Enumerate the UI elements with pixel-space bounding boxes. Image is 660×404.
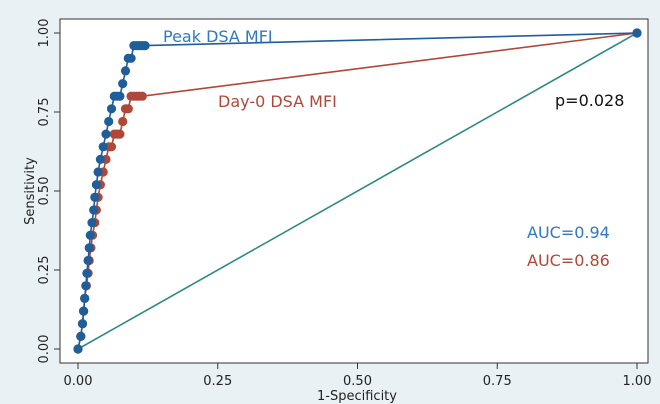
series-layer <box>73 28 642 354</box>
auc-peak-label: AUC=0.94 <box>527 223 610 242</box>
day0-series-label: Day-0 DSA MFI <box>218 92 337 111</box>
peak-point <box>115 91 125 101</box>
x-tick-label: 0.75 <box>483 374 512 389</box>
plot-area <box>59 18 649 364</box>
peak-point <box>73 344 83 354</box>
x-tick-label: 0.50 <box>343 374 372 389</box>
peak-point <box>140 41 150 51</box>
y-tick-label: 0.75 <box>37 98 52 127</box>
peak-point <box>632 28 642 38</box>
peak-point <box>101 129 111 139</box>
peak-point <box>80 293 90 303</box>
y-axis-ticks: 0.00 0.25 0.50 0.75 1.00 <box>37 19 60 364</box>
x-tick-label: 0.00 <box>64 374 93 389</box>
peak-point <box>79 306 89 316</box>
peak-point <box>95 154 105 164</box>
y-tick-label: 1.00 <box>37 19 52 48</box>
x-axis-title: 1-Specificity <box>317 389 397 404</box>
peak-point <box>83 255 93 266</box>
day0-point <box>106 142 117 152</box>
peak-point <box>85 230 95 240</box>
peak-point <box>91 180 101 190</box>
peak-point <box>87 218 97 228</box>
peak-point <box>82 268 92 278</box>
x-tick-label: 1.00 <box>623 374 652 389</box>
y-tick-label: 0.00 <box>37 335 52 364</box>
peak-point <box>118 79 128 89</box>
peak-point <box>81 281 91 291</box>
peak-point <box>93 167 103 177</box>
auc-day0-label: AUC=0.86 <box>527 251 610 270</box>
p-value-label: p=0.028 <box>555 91 624 110</box>
peak-point <box>104 116 114 127</box>
day0-point <box>123 104 133 114</box>
day0-point <box>137 91 147 101</box>
y-axis-title: Sensitivity <box>23 157 38 225</box>
peak-series-label: Peak DSA MFI <box>163 27 273 46</box>
reference-line <box>77 32 638 350</box>
peak-point <box>76 331 86 341</box>
y-tick-label: 0.50 <box>37 177 52 206</box>
peak-point <box>126 53 136 63</box>
peak-point <box>77 319 88 329</box>
peak-point <box>89 205 99 215</box>
day0-point <box>118 116 128 127</box>
day0-point <box>115 129 125 139</box>
peak-point <box>90 192 100 202</box>
x-tick-label: 0.25 <box>203 374 232 389</box>
x-axis-ticks: 0.00 0.25 0.50 0.75 1.00 <box>64 363 652 389</box>
peak-point <box>120 66 131 76</box>
peak-point <box>106 104 117 114</box>
peak-point <box>84 243 94 253</box>
y-tick-label: 0.25 <box>37 256 52 285</box>
peak-point <box>98 142 108 152</box>
